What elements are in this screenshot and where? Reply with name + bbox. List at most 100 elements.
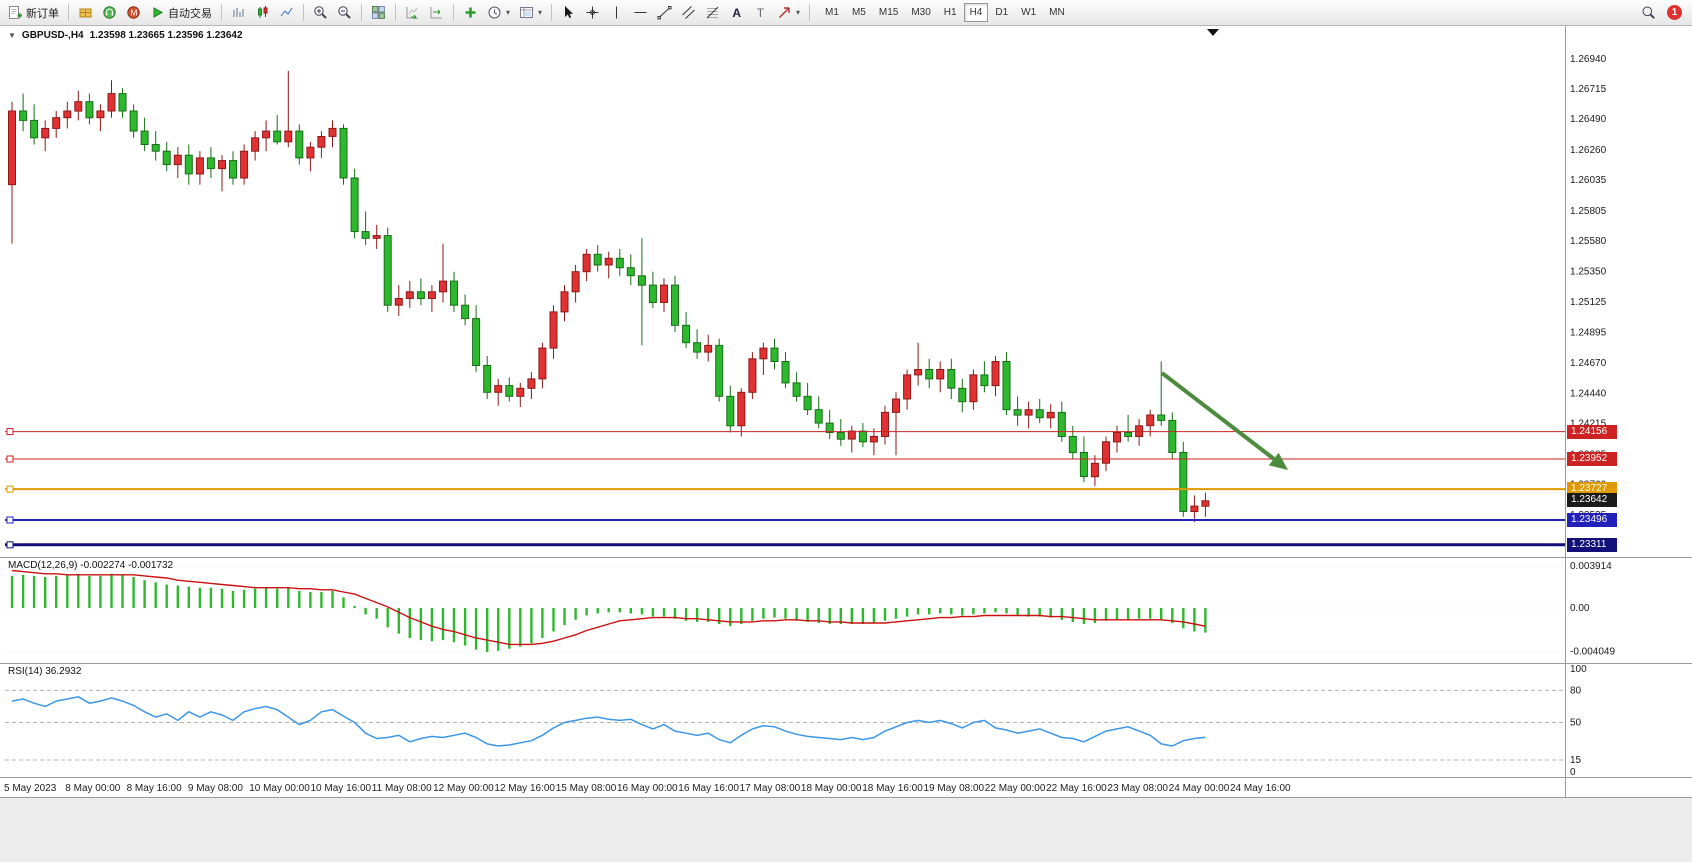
search-button[interactable] xyxy=(1637,2,1660,24)
cursor-icon xyxy=(565,6,574,18)
svg-text:1.25805: 1.25805 xyxy=(1570,206,1607,217)
svg-text:M: M xyxy=(130,8,137,18)
chart-dropdown-icon[interactable]: ▼ xyxy=(8,31,16,40)
timeframe-mn-button[interactable]: MN xyxy=(1049,7,1065,18)
macd-signal-line xyxy=(11,569,1206,646)
support-button[interactable] xyxy=(98,2,121,24)
fibonacci-tool-button[interactable] xyxy=(701,2,724,24)
svg-text:22 May 00:00: 22 May 00:00 xyxy=(985,783,1046,794)
svg-text:1.23985: 1.23985 xyxy=(1570,450,1607,461)
templates-button[interactable]: ▾ xyxy=(515,2,546,24)
window-bottom-area xyxy=(0,798,1692,862)
timeframe-m1-button[interactable]: M1 xyxy=(825,7,839,18)
svg-text:1.24440: 1.24440 xyxy=(1570,389,1607,400)
time-axis: 5 May 2023 8 May 00:00 8 May 16:00 9 May 08… xyxy=(4,783,1291,794)
svg-text:12 May 00:00: 12 May 00:00 xyxy=(433,783,494,794)
svg-text:8 May 16:00: 8 May 16:00 xyxy=(127,783,182,794)
svg-text:12 May 16:00: 12 May 16:00 xyxy=(494,783,555,794)
timeframe-d1-button[interactable]: D1 xyxy=(995,7,1009,18)
label-tool-button[interactable]: T xyxy=(749,2,772,24)
rsi-line xyxy=(11,696,1206,747)
shapes-tool-button[interactable]: ▾ xyxy=(773,2,804,24)
timeframe-h1-button[interactable]: H1 xyxy=(943,7,957,18)
svg-text:1.24215: 1.24215 xyxy=(1570,419,1607,430)
tile-windows-button[interactable] xyxy=(367,2,390,24)
svg-text:10 May 00:00: 10 May 00:00 xyxy=(249,783,310,794)
svg-text:1.25350: 1.25350 xyxy=(1570,267,1607,278)
main-toolbar: 新订单 M 自动交易 xyxy=(0,0,1692,26)
svg-text:0.00: 0.00 xyxy=(1570,603,1590,614)
candlestick-chart-button[interactable] xyxy=(251,2,274,24)
autotrade-play-icon xyxy=(153,7,164,18)
timeframe-h4-button[interactable]: H4 xyxy=(963,3,989,22)
community-button[interactable]: M xyxy=(122,2,145,24)
rsi-indicator-label: RSI(14) 36.2932 xyxy=(8,666,82,677)
market-box-icon xyxy=(79,8,92,18)
crosshair-tool-button[interactable] xyxy=(581,2,604,24)
zoom-out-icon xyxy=(338,6,351,19)
periods-button[interactable]: ▾ xyxy=(483,2,514,24)
line-handle[interactable] xyxy=(6,485,14,493)
svg-text:18 May 16:00: 18 May 16:00 xyxy=(862,783,923,794)
svg-text:1.26260: 1.26260 xyxy=(1570,145,1607,156)
svg-text:1.23760: 1.23760 xyxy=(1570,480,1607,491)
line-chart-button[interactable] xyxy=(275,2,298,24)
svg-text:1.26940: 1.26940 xyxy=(1570,54,1607,65)
horizontal-line-tool-button[interactable] xyxy=(629,2,652,24)
timeframe-m5-button[interactable]: M5 xyxy=(851,7,866,18)
autoscroll-icon xyxy=(406,7,418,20)
svg-text:1.25125: 1.25125 xyxy=(1570,297,1607,308)
vertical-line-tool-button[interactable] xyxy=(605,2,628,24)
zoom-out-button[interactable] xyxy=(333,2,356,24)
indicators-button[interactable] xyxy=(459,2,482,24)
zoom-in-button[interactable] xyxy=(309,2,332,24)
toolbar-separator xyxy=(809,4,811,21)
channel-tool-button[interactable] xyxy=(677,2,700,24)
market-button[interactable] xyxy=(74,2,97,24)
chart-shift-button[interactable] xyxy=(425,2,448,24)
line-handle[interactable] xyxy=(6,541,14,549)
new-order-button[interactable]: 新订单 xyxy=(4,2,63,24)
timeframe-w1-button[interactable]: W1 xyxy=(1021,7,1037,18)
timeframe-m15-button[interactable]: M15 xyxy=(878,7,899,18)
chevron-down-icon: ▾ xyxy=(538,8,543,17)
svg-text:18 May 00:00: 18 May 00:00 xyxy=(801,783,862,794)
svg-text:1.24670: 1.24670 xyxy=(1570,358,1607,369)
svg-text:80: 80 xyxy=(1570,685,1582,696)
horizontal-line-icon xyxy=(634,12,647,13)
line-handle[interactable] xyxy=(6,455,14,463)
svg-text:1.25580: 1.25580 xyxy=(1570,236,1607,247)
symbol-title: GBPUSD-,H4 xyxy=(21,30,84,41)
candlestick-series xyxy=(8,70,1210,523)
svg-text:22 May 16:00: 22 May 16:00 xyxy=(1046,783,1107,794)
notification-badge[interactable]: 1 xyxy=(1667,5,1682,20)
symbol-header: ▼ GBPUSD-,H4 1.23598 1.23665 1.23596 1.2… xyxy=(8,30,243,41)
fibonacci-icon xyxy=(706,6,719,19)
svg-text:5 May 2023: 5 May 2023 xyxy=(4,783,57,794)
macd-indicator-label: MACD(12,26,9) -0.002274 -0.001732 xyxy=(8,560,174,571)
autoscroll-button[interactable] xyxy=(401,2,424,24)
bar-chart-icon xyxy=(233,8,244,17)
svg-text:1.24895: 1.24895 xyxy=(1570,328,1607,339)
trendline-tool-button[interactable] xyxy=(653,2,676,24)
scroll-end-marker xyxy=(1207,29,1219,36)
line-handle[interactable] xyxy=(6,428,14,436)
arrow-annotation[interactable] xyxy=(1160,371,1288,470)
bar-chart-button[interactable] xyxy=(227,2,250,24)
svg-text:17 May 08:00: 17 May 08:00 xyxy=(740,783,801,794)
template-icon xyxy=(520,7,534,18)
svg-text:15 May 08:00: 15 May 08:00 xyxy=(556,783,617,794)
line-handle[interactable] xyxy=(6,516,14,524)
svg-text:23 May 08:00: 23 May 08:00 xyxy=(1107,783,1168,794)
timeframe-m30-button[interactable]: M30 xyxy=(911,7,931,18)
svg-text:0.003914: 0.003914 xyxy=(1570,561,1612,572)
trendline-icon xyxy=(657,6,672,20)
cursor-tool-button[interactable] xyxy=(557,2,580,24)
autotrade-button[interactable]: 自动交易 xyxy=(146,2,216,24)
zoom-in-icon xyxy=(314,6,327,19)
text-tool-button[interactable]: A xyxy=(725,2,748,24)
vertical-line-icon xyxy=(616,6,618,19)
channel-icon xyxy=(682,6,695,19)
toolbar-separator xyxy=(303,4,304,21)
